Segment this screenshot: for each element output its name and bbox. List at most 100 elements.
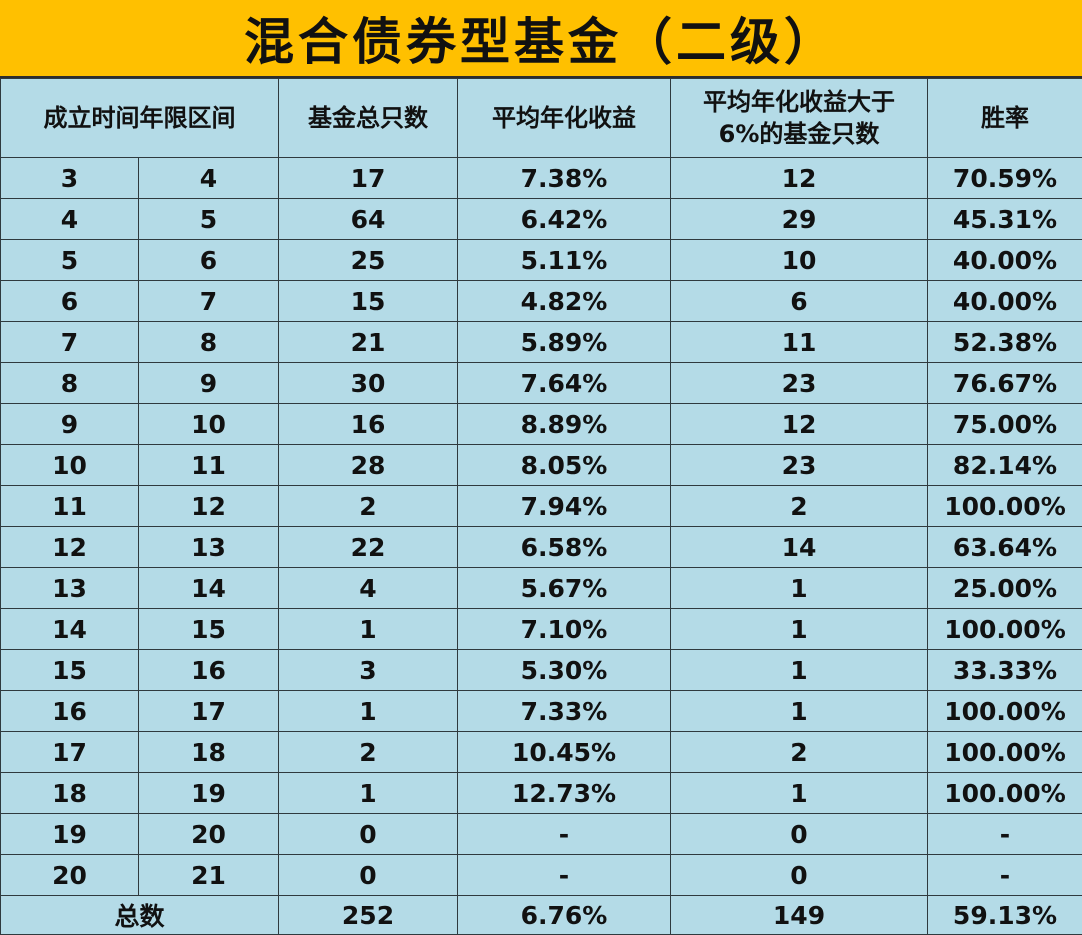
win-rate-cell: 75.00% [928,404,1082,445]
range-start-cell: 17 [1,732,139,773]
fund-count-cell: 64 [279,199,458,240]
avg-return-cell: - [458,814,671,855]
avg-return-cell: 7.94% [458,486,671,527]
table-title: 混合债券型基金（二级） [244,2,838,74]
range-start-cell: 5 [1,240,139,281]
avg-return-cell: 8.05% [458,445,671,486]
win-rate-cell: 100.00% [928,691,1082,732]
fund-count-cell: 22 [279,527,458,568]
win-rate-cell: - [928,814,1082,855]
range-end-cell: 8 [139,322,279,363]
above-6pct-count-cell: 10 [671,240,928,281]
range-start-cell: 6 [1,281,139,322]
range-end-cell: 10 [139,404,279,445]
total-above-6pct: 149 [671,896,928,935]
avg-return-cell: 6.42% [458,199,671,240]
range-start-cell: 20 [1,855,139,896]
fund-count-cell: 3 [279,650,458,691]
fund-count-cell: 30 [279,363,458,404]
header-above-6pct-line1: 平均年化收益大于 [703,88,895,116]
range-start-cell: 8 [1,363,139,404]
above-6pct-count-cell: 29 [671,199,928,240]
win-rate-cell: 45.31% [928,199,1082,240]
win-rate-cell: 100.00% [928,773,1082,814]
fund-count-cell: 21 [279,322,458,363]
above-6pct-count-cell: 1 [671,691,928,732]
avg-return-cell: 4.82% [458,281,671,322]
win-rate-cell: 100.00% [928,486,1082,527]
fund-count-cell: 16 [279,404,458,445]
fund-count-cell: 0 [279,855,458,896]
above-6pct-count-cell: 1 [671,609,928,650]
range-end-cell: 21 [139,855,279,896]
win-rate-cell: 100.00% [928,732,1082,773]
header-count: 基金总只数 [279,79,458,158]
range-start-cell: 15 [1,650,139,691]
fund-count-cell: 15 [279,281,458,322]
range-start-cell: 19 [1,814,139,855]
total-win-rate: 59.13% [928,896,1082,935]
win-rate-cell: 82.14% [928,445,1082,486]
above-6pct-count-cell: 14 [671,527,928,568]
range-end-cell: 12 [139,486,279,527]
range-end-cell: 7 [139,281,279,322]
above-6pct-count-cell: 12 [671,158,928,199]
win-rate-cell: 76.67% [928,363,1082,404]
range-start-cell: 7 [1,322,139,363]
range-start-cell: 18 [1,773,139,814]
avg-return-cell: 7.64% [458,363,671,404]
range-start-cell: 9 [1,404,139,445]
above-6pct-count-cell: 23 [671,363,928,404]
win-rate-cell: - [928,855,1082,896]
fund-count-cell: 2 [279,486,458,527]
avg-return-cell: 10.45% [458,732,671,773]
header-win-rate: 胜率 [928,79,1082,158]
total-label: 总数 [1,896,279,935]
avg-return-cell: 7.33% [458,691,671,732]
range-end-cell: 14 [139,568,279,609]
title-bar: 混合债券型基金（二级） [0,0,1082,78]
avg-return-cell: 5.11% [458,240,671,281]
fund-count-cell: 2 [279,732,458,773]
fund-count-cell: 0 [279,814,458,855]
avg-return-cell: 7.38% [458,158,671,199]
total-row: 总数 252 6.76% 149 59.13% [1,896,1082,935]
header-row: 成立时间年限区间 基金总只数 平均年化收益 平均年化收益大于 6%的基金只数 胜… [1,79,1082,158]
win-rate-cell: 52.38% [928,322,1082,363]
range-start-cell: 13 [1,568,139,609]
win-rate-cell: 100.00% [928,609,1082,650]
win-rate-cell: 63.64% [928,527,1082,568]
above-6pct-count-cell: 0 [671,814,928,855]
range-end-cell: 19 [139,773,279,814]
fund-count-cell: 1 [279,691,458,732]
avg-return-cell: 5.67% [458,568,671,609]
range-end-cell: 5 [139,199,279,240]
header-above-6pct-line2: 6%的基金只数 [719,120,880,148]
range-start-cell: 4 [1,199,139,240]
range-start-cell: 10 [1,445,139,486]
above-6pct-count-cell: 1 [671,568,928,609]
fund-count-cell: 1 [279,609,458,650]
range-start-cell: 16 [1,691,139,732]
avg-return-cell: 8.89% [458,404,671,445]
fund-count-cell: 28 [279,445,458,486]
above-6pct-count-cell: 1 [671,650,928,691]
range-end-cell: 16 [139,650,279,691]
range-end-cell: 17 [139,691,279,732]
range-start-cell: 3 [1,158,139,199]
fund-stats-table: 成立时间年限区间 基金总只数 平均年化收益 平均年化收益大于 6%的基金只数 胜… [0,78,1082,935]
total-count: 252 [279,896,458,935]
